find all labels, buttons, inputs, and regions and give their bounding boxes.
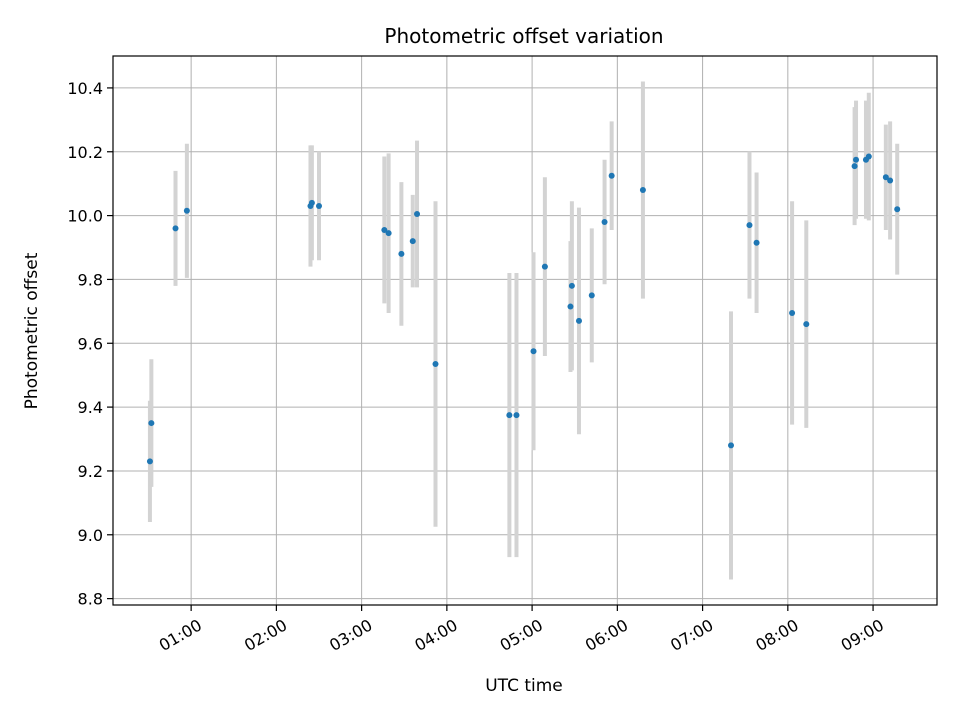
x-tick-label: 06:00 (582, 615, 631, 655)
data-point (398, 250, 405, 257)
x-tick-label: 03:00 (326, 615, 375, 655)
data-point (588, 292, 595, 299)
x-tick-label: 09:00 (838, 615, 887, 655)
y-tick-label: 9.4 (78, 398, 103, 417)
plot-frame (112, 55, 938, 606)
data-point (789, 309, 796, 316)
data-point (567, 303, 574, 310)
y-tick-label: 8.8 (78, 590, 103, 609)
data-point (308, 199, 315, 206)
error-bars (147, 81, 900, 580)
x-tick-label: 02:00 (241, 615, 290, 655)
x-axis-label: UTC time (485, 676, 563, 696)
data-point (639, 187, 646, 194)
x-axis-ticks: 01:00 02:00 03:00 04:00 05:00 06:00 07:00 08:00… (156, 605, 887, 655)
x-tick-label: 07:00 (667, 615, 716, 655)
data-point (853, 156, 860, 163)
x-tick-label: 08:00 (752, 615, 801, 655)
data-points (146, 153, 901, 465)
data-point (316, 203, 322, 210)
data-point (728, 442, 734, 449)
data-point (851, 163, 858, 170)
data-point (746, 222, 753, 229)
data-point (146, 458, 153, 465)
y-tick-label: 9.0 (78, 526, 103, 545)
data-point (541, 263, 548, 270)
y-tick-label: 10.2 (67, 143, 103, 162)
y-axis-label: Photometric offset (22, 252, 42, 409)
data-point (887, 177, 894, 184)
data-point (865, 153, 872, 160)
y-tick-label: 9.8 (78, 270, 103, 289)
data-point (381, 226, 388, 233)
data-point (601, 218, 608, 225)
data-point (530, 348, 537, 355)
y-tick-label: 9.2 (78, 462, 103, 481)
data-point (432, 361, 439, 368)
data-point (385, 230, 392, 237)
data-point (568, 282, 575, 289)
data-point (148, 420, 155, 427)
data-point (172, 225, 179, 232)
x-tick-label: 05:00 (497, 615, 546, 655)
y-tick-label: 9.6 (78, 334, 103, 353)
data-point (882, 174, 889, 181)
x-tick-label: 01:00 (156, 615, 205, 655)
data-point (414, 210, 421, 217)
data-point (575, 317, 582, 324)
chart-title: Photometric offset variation (384, 24, 663, 48)
data-point (513, 412, 520, 419)
y-axis-ticks: 8.8 9.0 9.2 9.4 9.6 9.8 10.0 10.2 10.4 (67, 79, 113, 609)
y-tick-label: 10.0 (67, 207, 103, 226)
y-tick-label: 10.4 (67, 79, 103, 98)
data-point (506, 412, 513, 419)
x-tick-label: 04:00 (411, 615, 460, 655)
data-point (803, 321, 810, 328)
data-point (894, 206, 901, 213)
data-point (183, 207, 190, 214)
data-point (409, 238, 416, 245)
grid-lines (113, 56, 937, 605)
data-point (753, 239, 760, 246)
data-point (608, 172, 615, 179)
